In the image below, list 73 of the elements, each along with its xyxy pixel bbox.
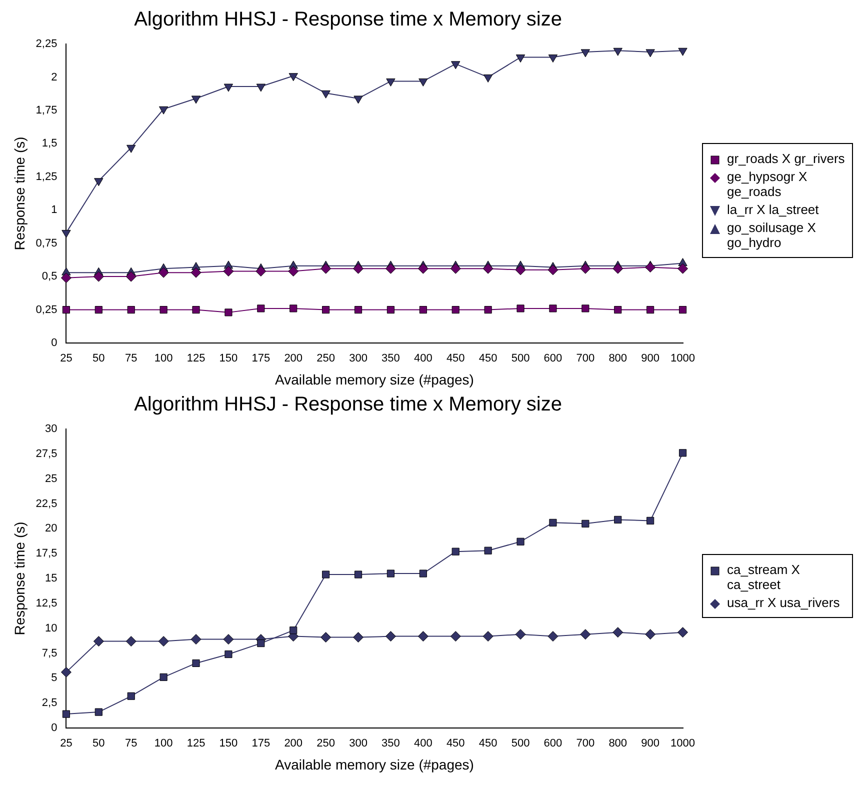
x-tick-label: 125 xyxy=(186,352,206,365)
x-tick-label: 700 xyxy=(576,738,595,750)
y-tick-label: 10 xyxy=(44,622,58,634)
y-tick-label: 2,5 xyxy=(42,697,58,710)
x-tick-label: 900 xyxy=(641,738,660,750)
x-tick-label: 350 xyxy=(382,738,400,750)
x-axis-title: Available memory size (#pages) xyxy=(275,756,474,772)
x-tick-label: 25 xyxy=(60,352,72,365)
x-tick-label: 800 xyxy=(608,738,628,750)
x-tick-label: 450 xyxy=(446,738,465,750)
y-tick-label: 1 xyxy=(51,204,58,216)
chart-title: Algorithm HHSJ - Response time x Memory size xyxy=(134,8,562,31)
y-tick-label: 1,75 xyxy=(36,104,58,116)
x-tick-label: 1000 xyxy=(670,352,696,365)
y-axis-title: Response time (s) xyxy=(11,522,28,636)
y-tick-label: 0 xyxy=(51,337,58,350)
x-tick-label: 400 xyxy=(414,738,432,750)
y-tick-label: 2,25 xyxy=(36,38,58,50)
x-tick-label: 900 xyxy=(641,352,660,365)
chart-title: Algorithm HHSJ - Response time x Memory size xyxy=(134,394,562,416)
y-tick-label: 0,75 xyxy=(36,237,58,250)
x-tick-label: 700 xyxy=(576,352,595,365)
y-axis-title: Response time (s) xyxy=(11,136,28,250)
x-tick-label: 250 xyxy=(316,352,335,365)
x-tick-label: 200 xyxy=(284,352,303,365)
x-tick-label: 25 xyxy=(60,738,72,750)
y-tick-label: 1,25 xyxy=(36,170,58,183)
y-tick-label: 7,5 xyxy=(42,647,58,660)
y-tick-label: 5 xyxy=(51,672,58,684)
y-tick-label: 1,5 xyxy=(42,138,58,150)
x-tick-label: 50 xyxy=(92,352,105,365)
x-tick-label: 300 xyxy=(349,738,368,750)
x-tick-label: 150 xyxy=(219,738,238,750)
x-tick-label: 600 xyxy=(544,738,562,750)
legend-label: usa_rr X usa_rivers xyxy=(727,594,840,610)
x-tick-label: 500 xyxy=(511,352,530,365)
x-tick-label: 125 xyxy=(186,738,206,750)
x-tick-label: 150 xyxy=(219,352,238,365)
y-tick-label: 0,5 xyxy=(42,270,58,283)
x-tick-label: 400 xyxy=(414,352,432,365)
x-tick-label: 75 xyxy=(124,738,138,750)
x-tick-label: 250 xyxy=(316,738,335,750)
x-tick-label: 350 xyxy=(382,352,400,365)
x-tick-label: 200 xyxy=(284,738,303,750)
legend-label: la_rr X la_street xyxy=(727,202,819,217)
x-tick-label: 800 xyxy=(608,352,628,365)
x-tick-label: 175 xyxy=(252,352,270,365)
legend-label: go_soilusage X go_hydro xyxy=(727,220,817,250)
x-tick-label: 1000 xyxy=(670,738,696,750)
y-tick-label: 12,5 xyxy=(36,597,58,610)
y-tick-label: 2 xyxy=(51,71,58,84)
x-tick-label: 500 xyxy=(511,738,530,750)
y-tick-label: 15 xyxy=(44,572,58,585)
x-tick-label: 450 xyxy=(446,352,465,365)
y-tick-label: 27,5 xyxy=(36,448,58,460)
x-tick-label: 75 xyxy=(124,352,138,365)
y-tick-label: 30 xyxy=(44,423,58,436)
x-tick-label: 175 xyxy=(252,738,270,750)
y-tick-label: 17,5 xyxy=(36,548,58,560)
x-tick-label: 450 xyxy=(478,738,498,750)
x-tick-label: 600 xyxy=(544,352,562,365)
x-tick-label: 100 xyxy=(154,738,173,750)
y-tick-label: 20 xyxy=(44,522,58,535)
x-tick-label: 300 xyxy=(349,352,368,365)
y-tick-label: 0 xyxy=(51,722,58,734)
y-tick-label: 25 xyxy=(44,472,58,485)
x-tick-label: 450 xyxy=(478,352,498,365)
y-tick-label: 22,5 xyxy=(36,498,58,510)
x-tick-label: 50 xyxy=(92,738,105,750)
y-tick-label: 0,25 xyxy=(36,304,58,316)
x-tick-label: 100 xyxy=(154,352,173,365)
x-axis-title: Available memory size (#pages) xyxy=(275,371,474,388)
legend-label: gr_roads X gr_rivers xyxy=(727,151,845,166)
